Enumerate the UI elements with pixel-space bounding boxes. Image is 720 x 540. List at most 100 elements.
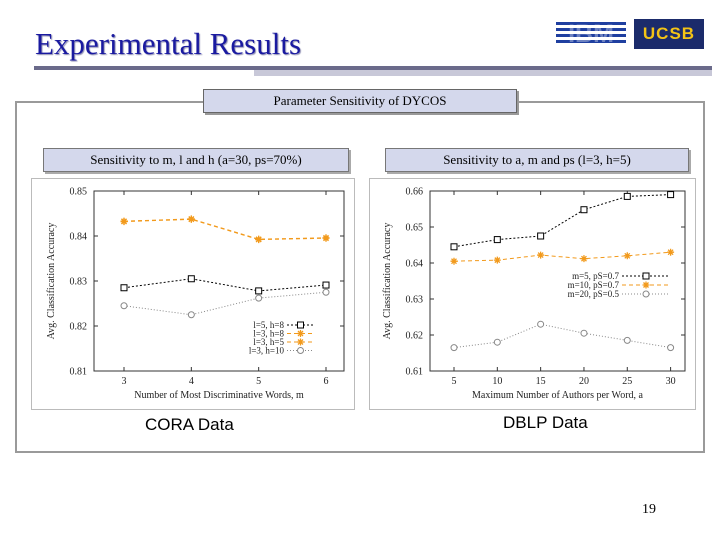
left-panel-title-text: Sensitivity to m, l and h (a=30, ps=70%) [90,152,302,167]
series-line [453,251,671,262]
data-point [450,344,458,352]
y-tick-label: 0.81 [70,367,88,378]
data-point [322,234,330,242]
y-axis-label: Avg. Classification Accuracy [46,223,57,340]
x-axis-label: Maximum Number of Authors per Word, a [472,390,643,401]
ibm-logo: IBM [556,20,626,48]
series-4 [120,288,330,319]
series-line [123,218,327,240]
x-tick-label: 4 [189,376,194,387]
data-point [187,311,195,319]
series-line [123,218,327,241]
y-tick-label: 0.64 [406,259,424,270]
data-point [187,215,195,223]
series-line [123,291,327,316]
data-point [255,294,263,302]
x-tick-label: 10 [492,376,502,387]
y-tick-label: 0.61 [406,367,424,378]
cora-chart: 0.81 0.82 0.83 0.84 0.85 3 4 5 6 Number of Most D… [46,187,345,401]
series-line [123,278,327,292]
data-point [255,287,263,295]
data-point [537,232,545,240]
x-tick-label: 30 [666,376,676,387]
y-tick-label: 0.62 [406,331,424,342]
data-point [623,192,631,200]
right-panel-title: Sensitivity to a, m and ps (l=3, h=5) [385,148,689,172]
data-point [120,302,128,310]
data-point [580,255,588,263]
x-tick-label: 5 [452,376,457,387]
data-point [187,275,195,283]
data-point [667,248,675,256]
x-tick-label: 20 [579,376,589,387]
x-tick-label: 3 [122,376,127,387]
x-tick-label: 6 [324,376,329,387]
data-point [450,257,458,265]
series-1 [120,275,330,295]
y-tick-label: 0.83 [70,277,88,288]
data-point [493,236,501,244]
data-point [322,288,330,296]
y-tick-label: 0.65 [406,223,424,234]
section-title: Parameter Sensitivity of DYCOS [203,89,517,113]
legend-label: l=3, h=10 [249,346,285,356]
data-point [537,251,545,259]
plot-area [93,190,345,372]
x-axis-label: Number of Most Discriminative Words, m [134,390,304,401]
data-point [120,217,128,225]
data-point [580,206,588,214]
data-point [322,281,330,289]
data-point [537,320,545,328]
title-underline [34,66,712,70]
left-panel-title: Sensitivity to m, l and h (a=30, ps=70%) [43,148,349,172]
x-tick-label: 25 [622,376,632,387]
x-tick-label: 15 [536,376,546,387]
legend-marker [297,338,304,346]
legend-label: l=3, h=8 [253,329,284,339]
series-3 [450,320,675,352]
data-point [667,344,675,352]
series-line [453,323,671,349]
legend-marker [642,272,650,280]
plot-area [429,190,686,372]
series-2 [120,215,330,244]
x-tick-label: 5 [256,376,261,387]
legend-marker [642,290,650,298]
series-1 [450,191,675,251]
legend-label: m=10, pS=0.7 [568,280,620,290]
slide-title: Experimental Results [35,26,302,61]
y-axis-label: Avg. Classification Accuracy [382,223,393,340]
data-point [580,329,588,337]
right-caption: DBLP Data [503,413,588,432]
title-underline-shadow [254,70,712,76]
legend-label: l=3, h=5 [253,337,284,347]
legend-label: m=5, pS=0.7 [572,271,619,281]
left-chart-frame: 0.81 0.82 0.83 0.84 0.85 3 4 5 6 Number of Most D… [31,178,355,410]
data-point [623,336,631,344]
right-panel-title-text: Sensitivity to a, m and ps (l=3, h=5) [443,152,631,167]
legend-label: l=5, h=8 [253,320,284,330]
data-point [120,284,128,292]
right-chart-frame: 0.61 0.62 0.63 0.64 0.65 0.66 5 10 15 20 25 30 Maxim… [369,178,696,410]
data-point [667,191,675,199]
legend-marker [297,330,304,337]
y-tick-label: 0.84 [70,232,88,243]
series-3 [120,215,330,243]
page-number: 19 [642,502,656,517]
legend-label: m=20, pS=0.5 [568,289,620,299]
y-tick-label: 0.66 [406,187,424,198]
left-caption: CORA Data [145,415,234,434]
ucsb-logo: UCSB [634,19,704,49]
dblp-chart: 0.61 0.62 0.63 0.64 0.65 0.66 5 10 15 20 25 30 Maxim… [382,187,686,401]
y-tick-label: 0.85 [70,187,88,198]
data-point [493,256,501,264]
svg-text:IBM: IBM [568,20,614,48]
data-point [255,235,263,243]
series-line [453,194,671,248]
y-tick-label: 0.63 [406,295,424,306]
data-point [450,243,458,251]
data-point [623,252,631,260]
series-2 [450,248,675,265]
legend-marker [297,347,304,354]
legend-marker [297,321,304,329]
